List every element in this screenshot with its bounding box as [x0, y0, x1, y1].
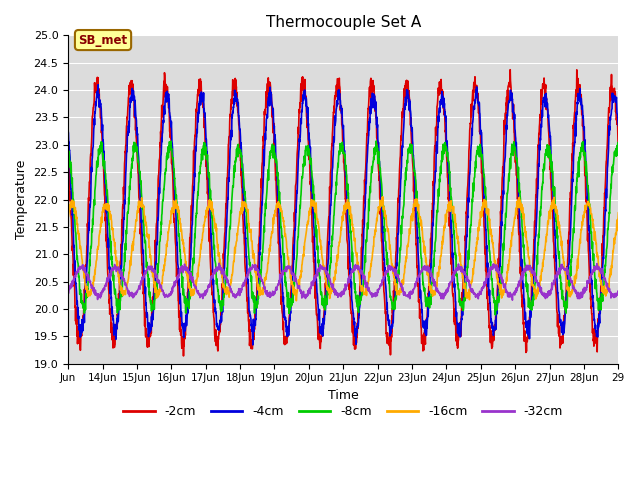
-2cm: [506, 67, 514, 72]
-32cm: [498, 277, 506, 283]
-8cm: [599, 292, 607, 298]
-32cm: [509, 297, 516, 303]
-32cm: [332, 288, 340, 294]
-2cm: [92, 80, 100, 86]
-2cm: [332, 94, 340, 99]
Line: -16cm: -16cm: [68, 197, 618, 301]
Line: -4cm: -4cm: [68, 84, 618, 345]
-4cm: [332, 106, 340, 112]
-8cm: [614, 141, 622, 147]
-16cm: [292, 298, 300, 304]
-2cm: [614, 147, 622, 153]
Legend: -2cm, -4cm, -8cm, -16cm, -32cm: -2cm, -4cm, -8cm, -16cm, -32cm: [118, 400, 568, 423]
-4cm: [318, 332, 326, 337]
-2cm: [599, 233, 607, 239]
-8cm: [332, 191, 340, 196]
-4cm: [92, 99, 100, 105]
-8cm: [498, 264, 506, 270]
-8cm: [92, 172, 100, 178]
-8cm: [372, 138, 380, 144]
Line: -8cm: -8cm: [68, 141, 618, 315]
-16cm: [599, 288, 607, 294]
-32cm: [614, 291, 622, 297]
-32cm: [599, 269, 607, 275]
-2cm: [317, 333, 325, 338]
-8cm: [317, 289, 325, 295]
-32cm: [599, 274, 607, 279]
Line: -32cm: -32cm: [68, 263, 618, 300]
-32cm: [216, 260, 223, 266]
-16cm: [92, 258, 100, 264]
-8cm: [492, 312, 499, 318]
-16cm: [64, 215, 72, 220]
-32cm: [317, 263, 325, 269]
-8cm: [599, 299, 607, 304]
-4cm: [249, 342, 257, 348]
Title: Thermocouple Set A: Thermocouple Set A: [266, 15, 421, 30]
-4cm: [94, 82, 102, 87]
-4cm: [64, 128, 72, 134]
-4cm: [599, 260, 607, 265]
-16cm: [498, 293, 506, 299]
-4cm: [498, 208, 506, 214]
-2cm: [180, 353, 188, 359]
-16cm: [599, 284, 607, 290]
-16cm: [614, 210, 622, 216]
Line: -2cm: -2cm: [68, 70, 618, 356]
-16cm: [317, 244, 325, 250]
Y-axis label: Temperature: Temperature: [15, 160, 28, 239]
-2cm: [64, 137, 72, 143]
X-axis label: Time: Time: [328, 389, 358, 402]
-2cm: [498, 196, 506, 202]
-16cm: [379, 194, 387, 200]
-4cm: [599, 262, 607, 268]
-8cm: [64, 146, 72, 152]
-2cm: [599, 247, 607, 253]
-4cm: [614, 122, 622, 128]
-32cm: [64, 289, 72, 295]
Text: SB_met: SB_met: [79, 34, 127, 47]
-16cm: [332, 268, 340, 274]
-32cm: [92, 291, 100, 297]
